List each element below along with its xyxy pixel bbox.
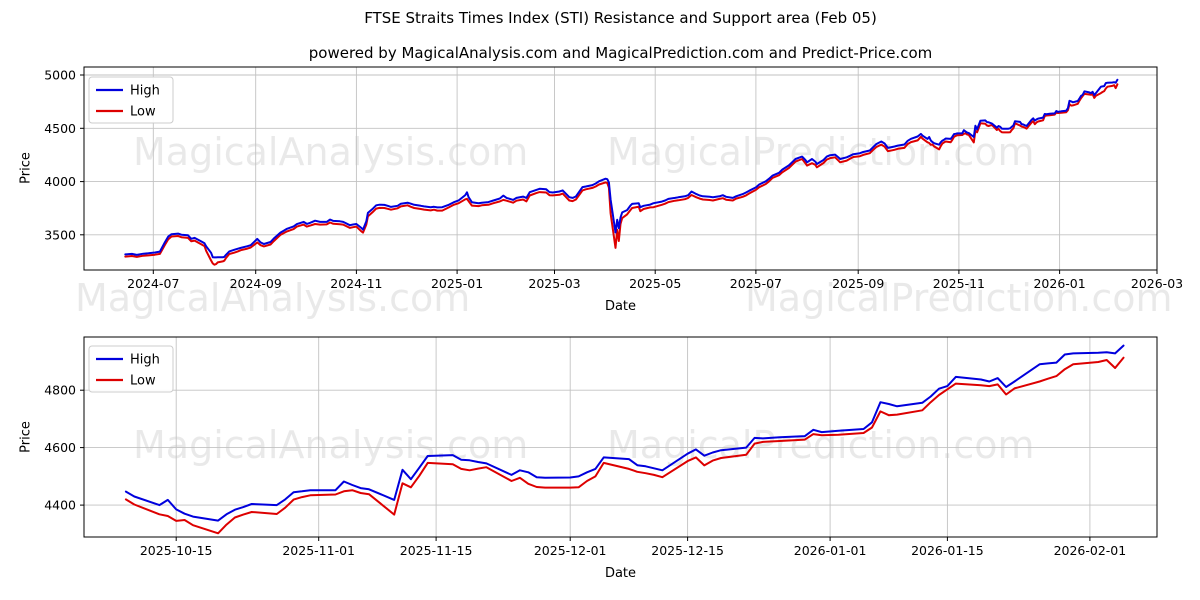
grid (84, 67, 1158, 270)
y-tick-label: 4800 (44, 383, 76, 398)
x-tick-label: 2026-01-01 (794, 543, 867, 558)
legend-high-label: High (130, 84, 160, 99)
top-chart-ylabel: Price (18, 152, 34, 184)
watermark-text: MagicalAnalysis.com (133, 130, 529, 174)
x-tick-label: 2025-01 (431, 276, 483, 291)
legend-low-label: Low (130, 374, 156, 389)
top-chart-xlabel: Date (604, 299, 637, 314)
x-tick-label: 2025-11-15 (400, 543, 473, 558)
legend-high-label: High (130, 353, 160, 368)
x-tick-label: 2026-01-15 (911, 543, 984, 558)
x-tick-label: 2025-05 (629, 276, 681, 291)
chart-title: FTSE Straits Times Index (STI) Resistanc… (364, 9, 877, 27)
y-tick-label: 4000 (44, 174, 76, 189)
bottom-chart-xlabel: Date (604, 566, 637, 581)
legend: High Low (88, 345, 174, 393)
x-tick-label: 2025-10-15 (140, 543, 213, 558)
watermark-text: MagicalPrediction.com (607, 130, 1035, 174)
bottom-chart-ylabel: Price (18, 421, 34, 453)
x-tick-label: 2024-11 (330, 276, 382, 291)
x-tick-label: 2024-07 (127, 276, 179, 291)
x-tick-label: 2026-01 (1033, 276, 1085, 291)
watermark-text: MagicalAnalysis.com (75, 276, 471, 320)
axis-ticks: 2024-07 2024-09 2024-11 2025-01 2025-03 2025-… (44, 68, 1183, 292)
x-tick-label: 2026-03 (1131, 276, 1183, 291)
y-tick-label: 4400 (44, 498, 76, 513)
bottom-chart: 2025-10-15 2025-11-01 2025-11-15 2025-12-01… (44, 336, 1158, 558)
legend-low-label: Low (130, 105, 156, 120)
x-tick-label: 2026-02-01 (1054, 543, 1127, 558)
x-tick-label: 2025-03 (528, 276, 580, 291)
x-tick-label: 2025-12-15 (651, 543, 724, 558)
x-tick-label: 2024-09 (230, 276, 282, 291)
x-tick-label: 2025-12-01 (534, 543, 607, 558)
y-tick-label: 4500 (44, 121, 76, 136)
x-tick-label: 2025-09 (832, 276, 884, 291)
y-tick-label: 5000 (44, 68, 76, 83)
y-tick-label: 4600 (44, 440, 76, 455)
watermark-text: MagicalPrediction.com (745, 276, 1173, 320)
x-tick-label: 2025-07 (730, 276, 782, 291)
axis-ticks: 2025-10-15 2025-11-01 2025-11-15 2025-12-01… (44, 383, 1126, 558)
x-tick-label: 2025-11 (933, 276, 985, 291)
x-tick-label: 2025-11-01 (282, 543, 355, 558)
legend: High Low (88, 76, 174, 124)
chart-subtitle: powered by MagicalAnalysis.com and Magic… (308, 44, 933, 62)
plot-border (83, 336, 1158, 538)
high-line (124, 78, 1119, 259)
plot-border (83, 66, 1158, 271)
low-line (124, 83, 1119, 266)
low-line (124, 356, 1125, 535)
y-tick-label: 3500 (44, 227, 76, 242)
high-line (124, 344, 1125, 522)
top-chart: 2024-07 2024-09 2024-11 2025-01 2025-03 2025-… (44, 66, 1183, 292)
